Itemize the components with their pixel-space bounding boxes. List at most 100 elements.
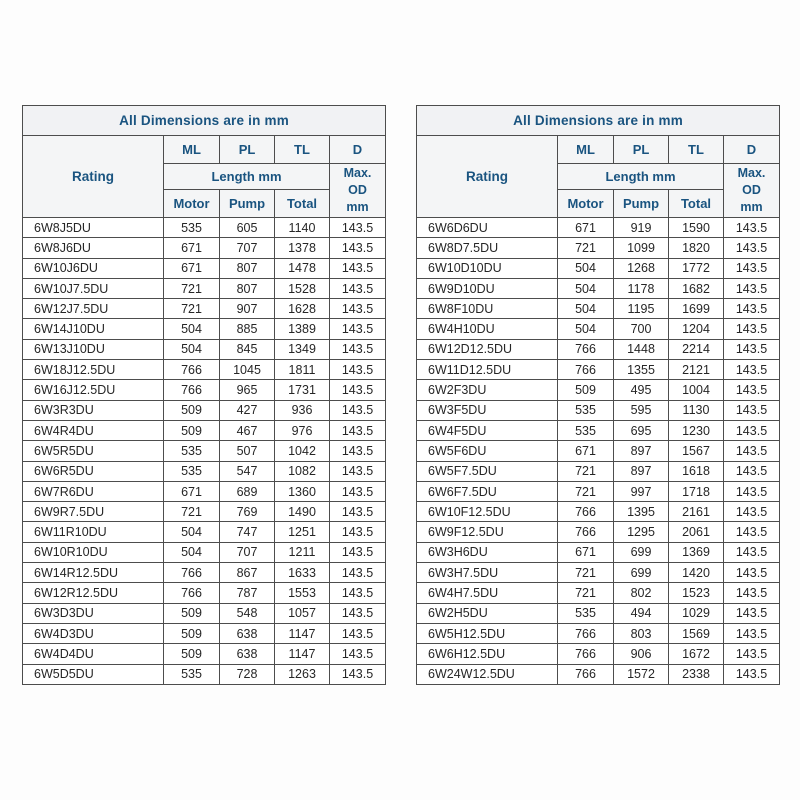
table-row: 6W5F7.5DU 721 897 1618 143.5 xyxy=(416,460,780,482)
value-cell: 143.5 xyxy=(723,480,780,503)
value-cell: 721 xyxy=(557,237,614,259)
value-cell: 1820 xyxy=(668,237,724,259)
value-cell: 1569 xyxy=(668,622,724,645)
value-cell: 143.5 xyxy=(329,480,386,503)
rating-cell: 6W6D6DU xyxy=(416,216,558,239)
table-row: 6W5H12.5DU 766 803 1569 143.5 xyxy=(416,622,780,645)
value-cell: 143.5 xyxy=(723,318,780,340)
rating-cell: 6W8J6DU xyxy=(22,237,164,259)
value-cell: 1195 xyxy=(613,298,669,320)
table-body-right: 6W6D6DU 671 919 1590 143.5 6W8D7.5DU 721 1099 18… xyxy=(416,216,780,685)
value-cell: 1045 xyxy=(219,359,275,381)
value-cell: 721 xyxy=(557,582,614,604)
value-cell: 143.5 xyxy=(723,643,780,665)
value-cell: 1395 xyxy=(613,501,669,523)
value-cell: 143.5 xyxy=(723,216,780,239)
ml-header: ML xyxy=(163,135,220,164)
value-cell: 689 xyxy=(219,480,275,503)
pump-header: Pump xyxy=(219,189,275,218)
value-cell: 1204 xyxy=(668,318,724,340)
max-od-header: Max. OD mm xyxy=(723,163,780,218)
motor-header: Motor xyxy=(557,189,614,218)
value-cell: 766 xyxy=(557,359,614,381)
table-row: 6W11R10DU 504 747 1251 143.5 xyxy=(22,521,386,543)
value-cell: 509 xyxy=(163,602,220,624)
rating-cell: 6W2H5DU xyxy=(416,602,558,624)
value-cell: 2214 xyxy=(668,338,724,361)
table-row: 6W4D3DU 509 638 1147 143.5 xyxy=(22,622,386,645)
length-header: Length mm xyxy=(163,163,330,190)
table-row: 6W4H7.5DU 721 802 1523 143.5 xyxy=(416,582,780,604)
value-cell: 143.5 xyxy=(723,379,780,401)
value-cell: 509 xyxy=(163,643,220,665)
value-cell: 747 xyxy=(219,521,275,543)
table-row: 6W3F5DU 535 595 1130 143.5 xyxy=(416,399,780,421)
value-cell: 143.5 xyxy=(329,277,386,300)
pump-header: Pump xyxy=(613,189,669,218)
d-header: D xyxy=(329,135,386,164)
value-cell: 1057 xyxy=(274,602,330,624)
total-header: Total xyxy=(274,189,330,218)
total-header: Total xyxy=(668,189,724,218)
value-cell: 535 xyxy=(163,440,220,462)
table-row: 6W5R5DU 535 507 1042 143.5 xyxy=(22,440,386,462)
value-cell: 143.5 xyxy=(723,399,780,421)
value-cell: 143.5 xyxy=(329,318,386,340)
value-cell: 1029 xyxy=(668,602,724,624)
value-cell: 535 xyxy=(163,460,220,482)
value-cell: 143.5 xyxy=(723,501,780,523)
value-cell: 671 xyxy=(557,216,614,239)
rating-cell: 6W9R7.5DU xyxy=(22,501,164,523)
value-cell: 143.5 xyxy=(723,298,780,320)
value-cell: 143.5 xyxy=(723,622,780,645)
value-cell: 143.5 xyxy=(329,257,386,279)
value-cell: 695 xyxy=(613,419,669,442)
value-cell: 427 xyxy=(219,399,275,421)
rating-cell: 6W3F5DU xyxy=(416,399,558,421)
value-cell: 1567 xyxy=(668,440,724,462)
value-cell: 1147 xyxy=(274,622,330,645)
value-cell: 143.5 xyxy=(329,562,386,584)
value-cell: 1369 xyxy=(668,541,724,564)
value-cell: 143.5 xyxy=(723,663,780,685)
value-cell: 671 xyxy=(163,237,220,259)
value-cell: 897 xyxy=(613,440,669,462)
value-cell: 504 xyxy=(557,318,614,340)
value-cell: 766 xyxy=(557,643,614,665)
value-cell: 143.5 xyxy=(329,359,386,381)
table-row: 6W10F12.5DU 766 1395 2161 143.5 xyxy=(416,501,780,523)
tl-header: TL xyxy=(668,135,724,164)
table-row: 6W6D6DU 671 919 1590 143.5 xyxy=(416,216,780,239)
value-cell: 143.5 xyxy=(723,562,780,584)
value-cell: 535 xyxy=(163,216,220,239)
rating-cell: 6W11D12.5DU xyxy=(416,359,558,381)
value-cell: 1628 xyxy=(274,298,330,320)
value-cell: 1004 xyxy=(668,379,724,401)
table-row: 6W8D7.5DU 721 1099 1820 143.5 xyxy=(416,237,780,259)
table-row: 6W4F5DU 535 695 1230 143.5 xyxy=(416,419,780,442)
value-cell: 1178 xyxy=(613,277,669,300)
value-cell: 671 xyxy=(557,541,614,564)
rating-cell: 6W5D5DU xyxy=(22,663,164,685)
value-cell: 787 xyxy=(219,582,275,604)
value-cell: 504 xyxy=(557,277,614,300)
value-cell: 504 xyxy=(557,257,614,279)
value-cell: 1251 xyxy=(274,521,330,543)
value-cell: 936 xyxy=(274,399,330,421)
value-cell: 1523 xyxy=(668,582,724,604)
rating-cell: 6W5F7.5DU xyxy=(416,460,558,482)
rating-cell: 6W6R5DU xyxy=(22,460,164,482)
value-cell: 1268 xyxy=(613,257,669,279)
value-cell: 766 xyxy=(557,663,614,685)
value-cell: 143.5 xyxy=(723,582,780,604)
value-cell: 1672 xyxy=(668,643,724,665)
rating-cell: 6W12J7.5DU xyxy=(22,298,164,320)
value-cell: 1360 xyxy=(274,480,330,503)
rating-cell: 6W14R12.5DU xyxy=(22,562,164,584)
value-cell: 143.5 xyxy=(329,399,386,421)
table-row: 6W10R10DU 504 707 1211 143.5 xyxy=(22,541,386,564)
value-cell: 721 xyxy=(163,298,220,320)
value-cell: 1140 xyxy=(274,216,330,239)
value-cell: 1490 xyxy=(274,501,330,523)
value-cell: 1682 xyxy=(668,277,724,300)
